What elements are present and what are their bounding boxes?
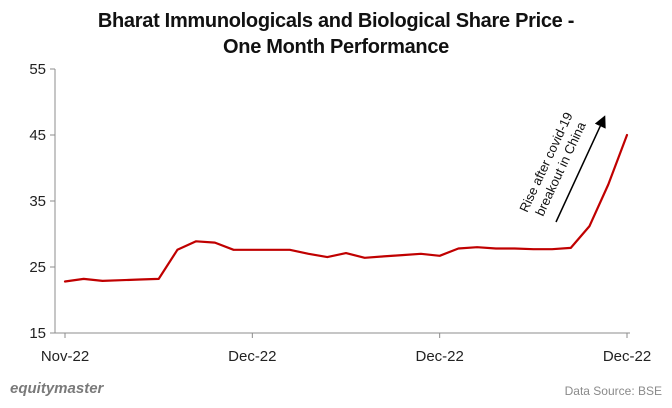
data-point <box>289 249 291 251</box>
data-point <box>345 252 347 254</box>
y-tick-label: 45 <box>29 127 46 144</box>
data-point <box>120 279 122 281</box>
data-point <box>233 249 235 251</box>
data-point <box>101 280 103 282</box>
data-point <box>626 134 628 136</box>
data-point <box>195 240 197 242</box>
chart-title: Bharat Immunologicals and Biological Sha… <box>0 8 672 60</box>
brand-logo-text: equitymaster <box>10 380 104 397</box>
chart-title-line-1: Bharat Immunologicals and Biological Sha… <box>97 10 575 32</box>
x-tick-label: Dec-22 <box>415 348 463 365</box>
data-point <box>83 278 85 280</box>
data-point <box>326 256 328 258</box>
data-point <box>270 249 272 251</box>
data-point <box>514 248 516 250</box>
data-point <box>158 278 160 280</box>
y-tick-label: 25 <box>29 259 46 276</box>
data-source-note: Data Source: BSE <box>564 384 662 398</box>
data-point <box>476 246 478 248</box>
x-tick-label: Dec-22 <box>603 348 651 365</box>
data-point <box>139 279 141 281</box>
data-point <box>532 248 534 250</box>
x-tick-label: Dec-22 <box>228 348 276 365</box>
data-point <box>420 253 422 255</box>
data-point <box>401 254 403 256</box>
x-tick-label: Nov-22 <box>41 348 89 365</box>
data-point <box>214 242 216 244</box>
data-point <box>457 248 459 250</box>
data-point <box>607 184 609 186</box>
data-point <box>551 248 553 250</box>
data-point <box>495 248 497 250</box>
data-point <box>176 249 178 251</box>
data-point <box>382 255 384 257</box>
y-tick-label: 55 <box>29 61 46 78</box>
chart-title-line-2: One Month Performance <box>223 36 449 58</box>
data-point <box>308 253 310 255</box>
data-point <box>64 281 66 283</box>
data-point <box>439 255 441 257</box>
data-point <box>251 249 253 251</box>
y-tick-label: 35 <box>29 193 46 210</box>
data-point <box>364 257 366 259</box>
data-point <box>570 247 572 249</box>
y-tick-label: 15 <box>29 325 46 342</box>
annotation-arrow <box>555 115 606 223</box>
data-point <box>589 225 591 227</box>
series-line <box>63 133 629 283</box>
